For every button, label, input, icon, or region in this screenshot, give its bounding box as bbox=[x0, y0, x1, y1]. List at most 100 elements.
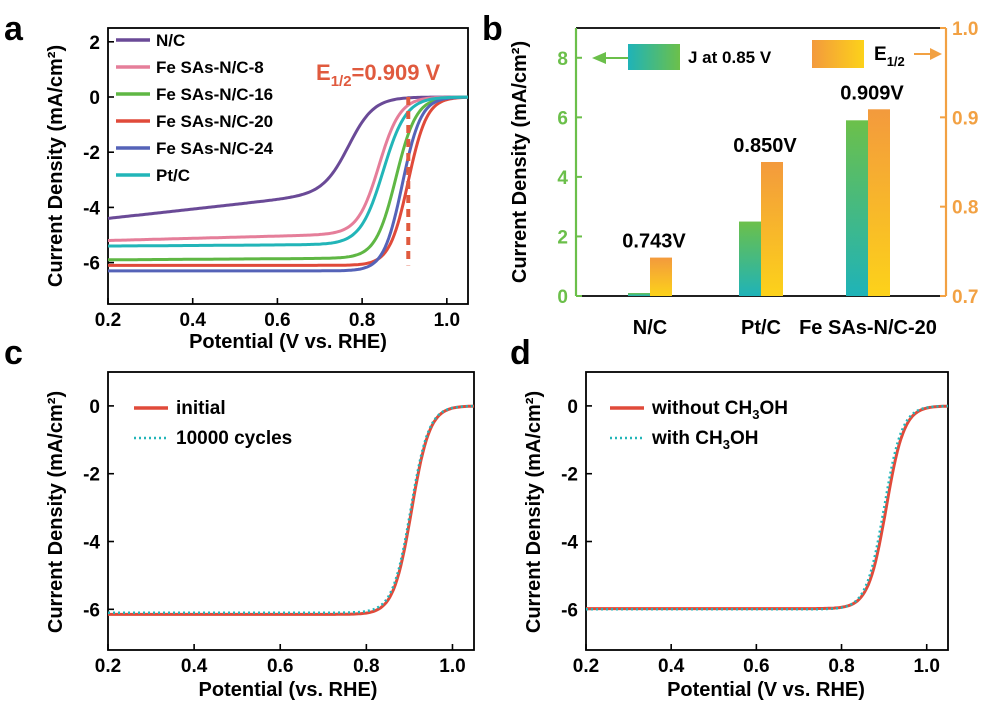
legend-swatch-e12 bbox=[812, 40, 864, 68]
panel-label-d: d bbox=[510, 334, 531, 372]
x-tick-label: 0.6 bbox=[743, 656, 769, 677]
y-tick-label: -2 bbox=[561, 465, 578, 486]
x-tick-label: 0.8 bbox=[828, 656, 854, 677]
plot-frame-d bbox=[585, 371, 949, 651]
x-tick-label: 1.0 bbox=[439, 656, 465, 677]
legend-label: Fe SAs-N/C-8 bbox=[156, 58, 264, 77]
legend-c: initial 10000 cycles bbox=[134, 398, 292, 449]
right-arrow-icon bbox=[930, 48, 942, 60]
left-arrow-icon bbox=[592, 52, 606, 64]
legend-label-j: J at 0.85 V bbox=[688, 48, 772, 67]
y2-tick-label: 0.7 bbox=[952, 287, 978, 308]
series-lines-c bbox=[108, 404, 475, 616]
legend-text-sub: 3 bbox=[752, 407, 759, 422]
legend-label: without CH3OH bbox=[651, 398, 788, 422]
y-tick-label: -4 bbox=[83, 198, 100, 219]
legend-label: with CH3OH bbox=[651, 428, 758, 452]
y-axis-label-a: Current Density (mA/cm²) bbox=[45, 45, 67, 287]
series-line bbox=[108, 95, 468, 242]
axis-ticks-d: 0.2 0.4 0.6 0.8 1.0 0 -2 -4 -6 bbox=[561, 397, 940, 677]
y2-tick-label: 0.8 bbox=[952, 198, 978, 219]
y-tick-label: 0 bbox=[89, 397, 100, 418]
plot-frame-c bbox=[107, 371, 475, 651]
y-axis-label-d: Current Density (mA/cm²) bbox=[523, 391, 545, 633]
legend-swatch-j bbox=[628, 44, 680, 70]
y-tick-label: -2 bbox=[83, 143, 100, 164]
category-label: Fe SAs-N/C-20 bbox=[799, 317, 937, 339]
category-label: N/C bbox=[633, 317, 667, 339]
panel-label-b: b bbox=[482, 10, 503, 48]
y-tick-label: -6 bbox=[83, 600, 100, 621]
x-tick-label: 0.4 bbox=[658, 656, 685, 677]
data-label: 0.743V bbox=[622, 231, 686, 253]
y-tick-label: -4 bbox=[83, 533, 100, 554]
x-tick-label: 0.2 bbox=[95, 310, 121, 331]
x-tick-label: 0.4 bbox=[181, 656, 208, 677]
panel-d: d 0.2 0.4 0.6 0.8 1.00-2-4-6 without CH3OHwi… bbox=[510, 334, 949, 701]
legend-e-main: E bbox=[874, 44, 887, 65]
panel-label-c: c bbox=[4, 334, 23, 372]
x-tick-label: 0.2 bbox=[95, 656, 121, 677]
bar-e12 bbox=[868, 109, 890, 296]
bar-j bbox=[846, 120, 868, 296]
legend-text-sub: 3 bbox=[723, 437, 730, 452]
y-tick-label: 4 bbox=[557, 168, 568, 189]
x-tick-label: 0.8 bbox=[349, 310, 375, 331]
series-line bbox=[108, 404, 475, 616]
y-tick-label: 8 bbox=[557, 49, 568, 70]
legend-label: 10000 cycles bbox=[176, 428, 292, 449]
legend-label: Fe SAs-N/C-24 bbox=[156, 139, 274, 158]
x-tick-label: 0.6 bbox=[264, 310, 290, 331]
y2-tick-label: 1.0 bbox=[952, 19, 978, 40]
x-tick-label: 1.0 bbox=[434, 310, 460, 331]
y2-tick-label: 0.9 bbox=[952, 108, 978, 129]
legend-label: initial bbox=[176, 398, 226, 419]
bar-e12 bbox=[761, 162, 783, 296]
y-tick-label: 2 bbox=[557, 227, 568, 248]
legend-label: N/C bbox=[156, 31, 185, 50]
bar-e12 bbox=[650, 257, 672, 296]
bar-j bbox=[628, 293, 650, 296]
legend-text-part: with CH bbox=[651, 428, 723, 449]
axis-ticks-b: 0 2 4 6 8 0.7 0.8 0.9 1.0 bbox=[557, 19, 978, 308]
e12-annotation: E1/2=0.909 V bbox=[316, 60, 441, 90]
y-axis-label-c: Current Density (mA/cm²) bbox=[45, 391, 67, 633]
legend-e-sub: 1/2 bbox=[887, 54, 905, 69]
legend-label: Pt/C bbox=[156, 166, 190, 185]
y-axis-label-b: Current Density (mA/cm²) bbox=[509, 41, 531, 283]
x-axis-label-a: Potential (V vs. RHE) bbox=[189, 331, 387, 353]
y-tick-label: 2 bbox=[89, 33, 100, 54]
series-line bbox=[586, 404, 948, 611]
axis-ticks-c: 0.2 0.4 0.6 0.8 1.0 0 -2 -4 -6 bbox=[83, 397, 466, 677]
series-line bbox=[108, 404, 474, 614]
legend-text-part: OH bbox=[760, 398, 789, 419]
x-axis-label-d: Potential (V vs. RHE) bbox=[667, 679, 865, 701]
y-tick-label: -6 bbox=[561, 600, 578, 621]
y-tick-label: -6 bbox=[83, 254, 100, 275]
y-tick-label: 0 bbox=[567, 397, 578, 418]
x-tick-label: 1.0 bbox=[913, 656, 939, 677]
x-tick-label: 0.2 bbox=[573, 656, 599, 677]
y-tick-label: 0 bbox=[89, 88, 100, 109]
legend-label-e12: E1/2 bbox=[874, 44, 905, 69]
series-lines-d bbox=[586, 404, 949, 611]
category-label: Pt/C bbox=[741, 317, 781, 339]
x-tick-label: 0.6 bbox=[267, 656, 293, 677]
y-tick-label: -4 bbox=[561, 533, 578, 554]
legend-text-part: without CH bbox=[651, 398, 752, 419]
legend-b: J at 0.85 V E1/2 bbox=[592, 40, 942, 70]
x-tick-label: 0.8 bbox=[353, 656, 379, 677]
x-tick-label: 0.4 bbox=[179, 310, 206, 331]
data-label: 0.850V bbox=[733, 135, 797, 157]
data-label: 0.909V bbox=[840, 82, 904, 104]
y-tick-label: 6 bbox=[557, 108, 568, 129]
bars-b: 0.743V N/C 0.850V Pt/C 0.909V Fe SAs-N/C-20 bbox=[622, 82, 937, 339]
series-line bbox=[586, 404, 949, 611]
x-axis-label-c: Potential (vs. RHE) bbox=[199, 679, 378, 701]
y-tick-label: -2 bbox=[83, 465, 100, 486]
bar-j bbox=[739, 221, 761, 296]
series-line bbox=[108, 95, 469, 262]
